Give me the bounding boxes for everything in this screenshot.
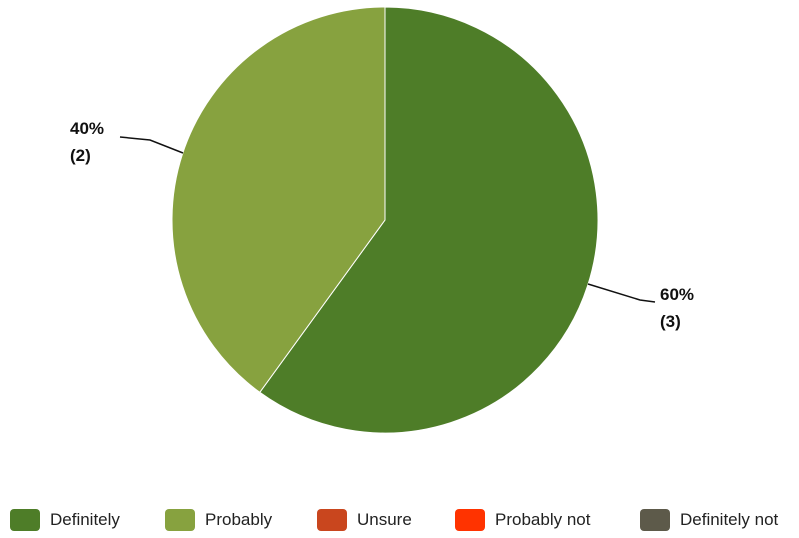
legend-item-definitely-not[interactable]: Definitely not (640, 505, 778, 535)
data-label-percent-definitely: 60% (660, 285, 694, 304)
pie-slice-probably[interactable] (171, 6, 386, 394)
pie-slice-definitely[interactable] (259, 6, 599, 434)
legend: Definitely Probably Unsure Probably not … (0, 505, 799, 535)
data-label-count-definitely: (3) (660, 312, 681, 331)
leader-lines (119, 136, 656, 303)
legend-label-definitely-not: Definitely not (680, 510, 779, 529)
pie-slices (171, 6, 599, 434)
legend-swatch-unsure (317, 509, 347, 531)
data-labels: 60% (3) 40% (2) (70, 119, 694, 331)
legend-item-probably[interactable]: Probably (165, 505, 272, 535)
legend-swatch-definitely-not (640, 509, 670, 531)
legend-swatch-probably (165, 509, 195, 531)
legend-label-probably: Probably (205, 510, 273, 529)
legend-label-definitely: Definitely (50, 510, 120, 529)
legend-label-probably-not: Probably not (495, 510, 591, 529)
legend-swatch-probably-not (455, 509, 485, 531)
legend-item-unsure[interactable]: Unsure (317, 505, 412, 535)
data-label-percent-probably: 40% (70, 119, 104, 138)
legend-item-definitely[interactable]: Definitely (10, 505, 120, 535)
legend-label-unsure: Unsure (357, 510, 412, 529)
leader-line-probably (119, 136, 184, 154)
legend-item-probably-not[interactable]: Probably not (455, 505, 590, 535)
pie-chart: 60% (3) 40% (2) (70, 6, 694, 434)
data-label-count-probably: (2) (70, 146, 91, 165)
leader-line-definitely (587, 283, 656, 303)
legend-swatch-definitely (10, 509, 40, 531)
